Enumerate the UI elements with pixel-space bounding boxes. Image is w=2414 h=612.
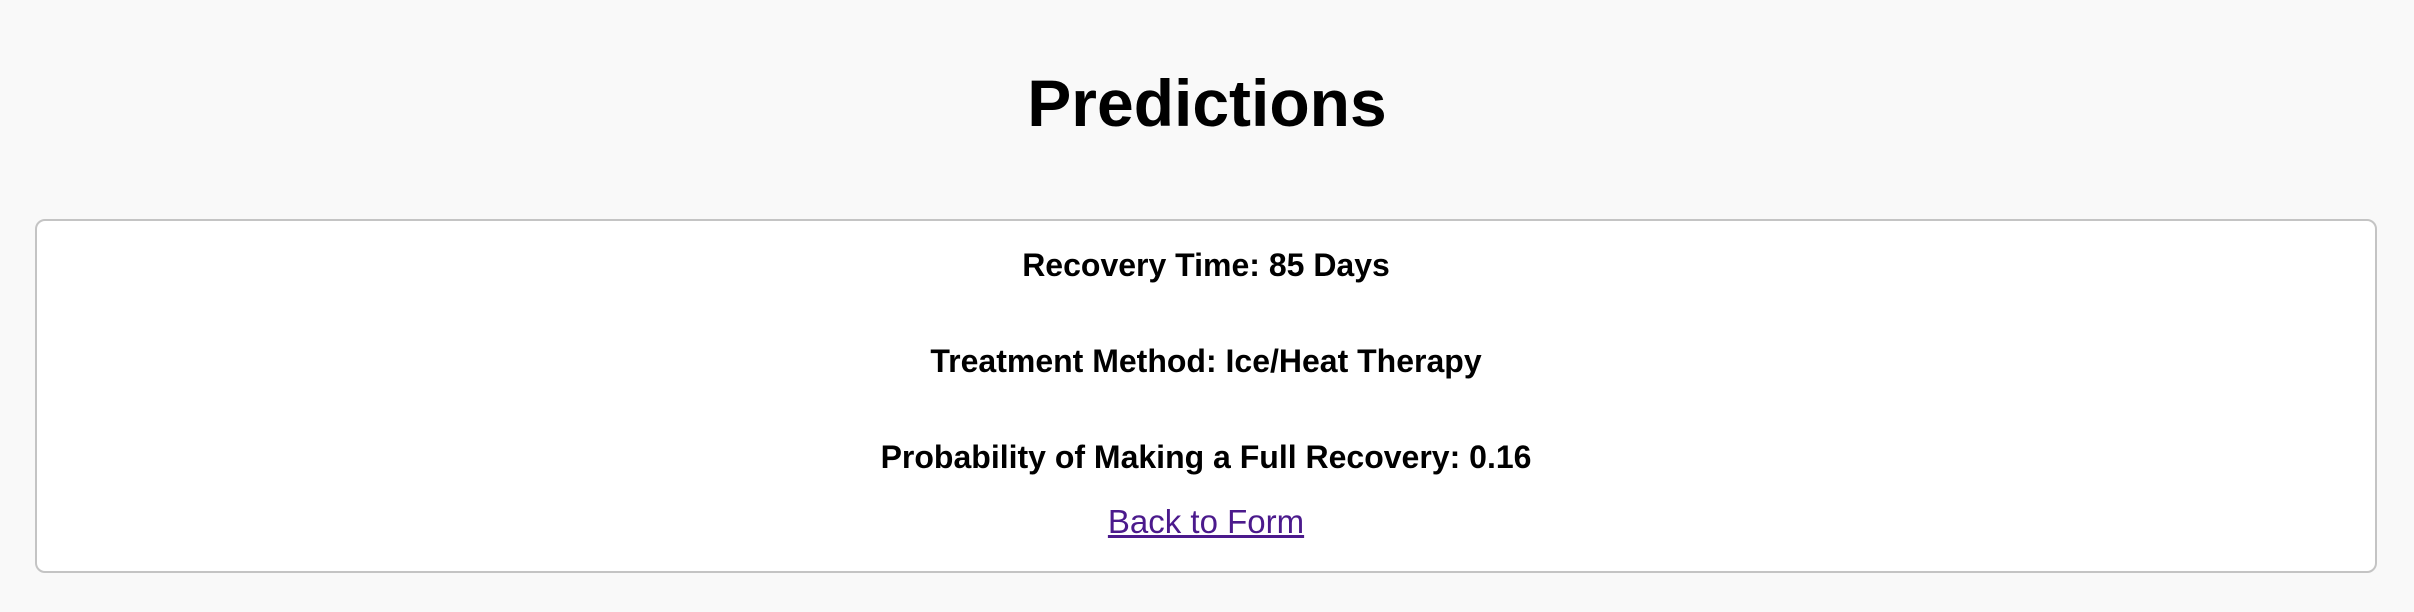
treatment-method-text: Treatment Method: Ice/Heat Therapy (930, 343, 1482, 379)
page-title: Predictions (1027, 66, 1387, 140)
back-to-form-link[interactable]: Back to Form (1107, 503, 1305, 540)
recovery-time-text: Recovery Time: 85 Days (1022, 247, 1390, 283)
back-link-container: Back to Form (37, 501, 2375, 543)
predictions-card: Recovery Time: 85 Days Treatment Method:… (35, 219, 2377, 573)
full-recovery-probability-text: Probability of Making a Full Recovery: 0… (880, 439, 1532, 475)
